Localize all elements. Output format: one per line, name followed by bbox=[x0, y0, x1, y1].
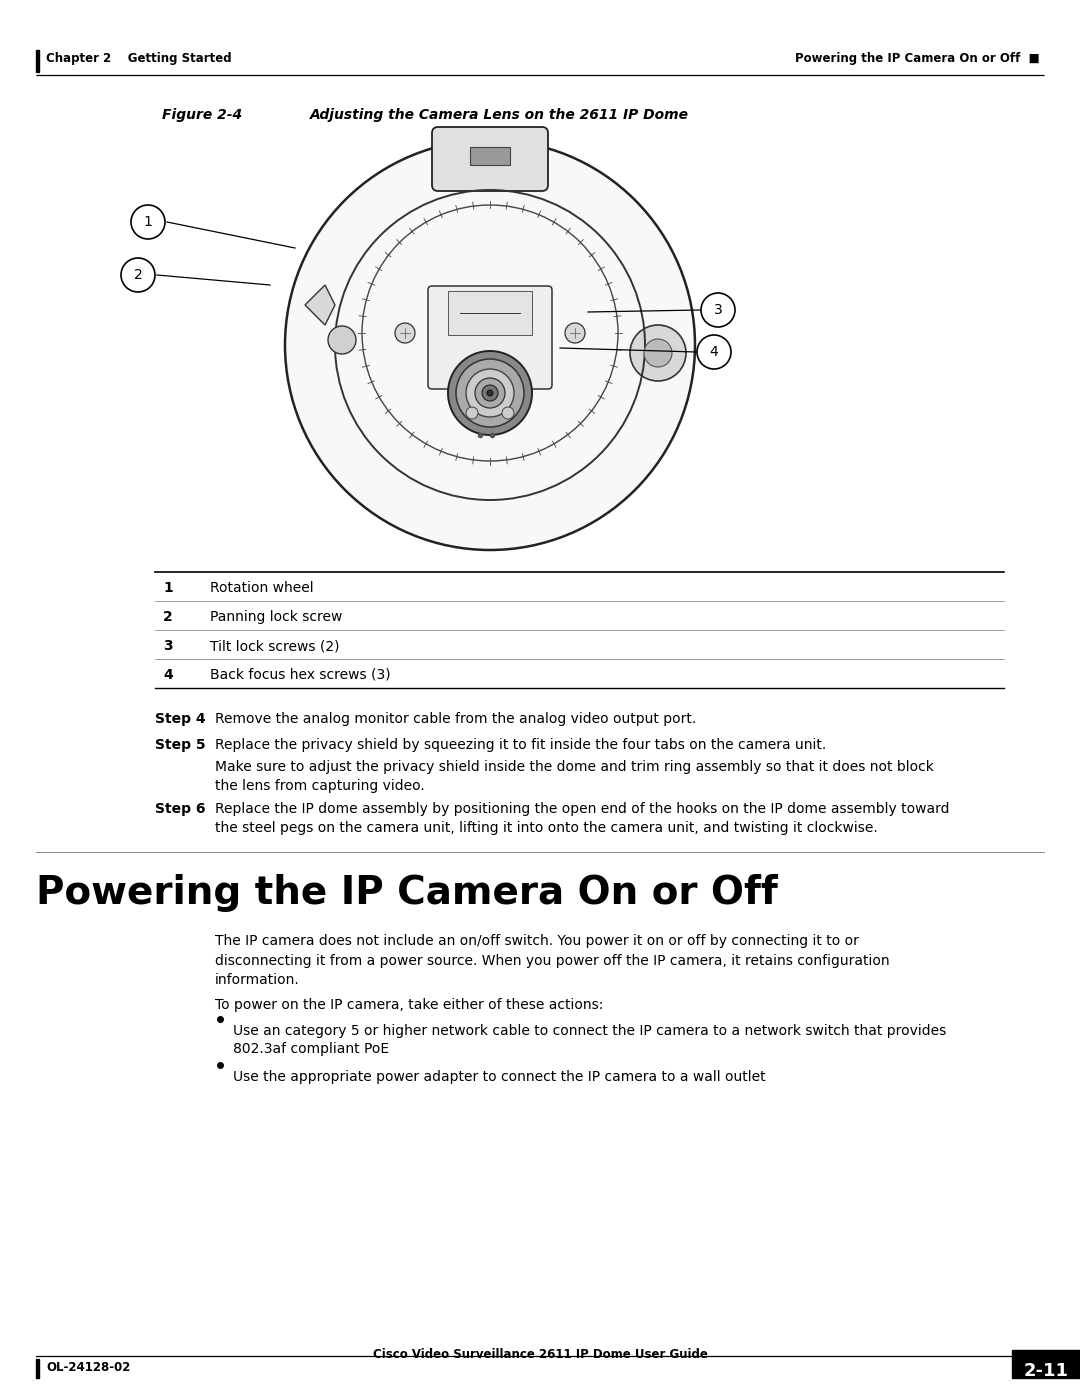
Circle shape bbox=[395, 323, 415, 344]
Bar bbox=[1012, 1350, 1080, 1377]
Text: Tilt lock screws (2): Tilt lock screws (2) bbox=[210, 638, 339, 652]
Text: Use the appropriate power adapter to connect the IP camera to a wall outlet: Use the appropriate power adapter to con… bbox=[233, 1070, 766, 1084]
Circle shape bbox=[131, 205, 165, 239]
Text: Powering the IP Camera On or Off: Powering the IP Camera On or Off bbox=[36, 875, 778, 912]
FancyBboxPatch shape bbox=[428, 286, 552, 388]
Text: 4: 4 bbox=[163, 668, 173, 682]
Text: The IP camera does not include an on/off switch. You power it on or off by conne: The IP camera does not include an on/off… bbox=[215, 935, 890, 988]
Text: Step 6: Step 6 bbox=[156, 802, 205, 816]
Circle shape bbox=[465, 407, 478, 419]
Text: Step 5: Step 5 bbox=[156, 738, 205, 752]
Circle shape bbox=[285, 140, 696, 550]
Text: Remove the analog monitor cable from the analog video output port.: Remove the analog monitor cable from the… bbox=[215, 712, 697, 726]
Bar bbox=[36, 1359, 39, 1377]
Circle shape bbox=[456, 359, 524, 427]
Text: Use an category 5 or higher network cable to connect the IP camera to a network : Use an category 5 or higher network cabl… bbox=[233, 1024, 946, 1038]
Text: 4: 4 bbox=[710, 345, 718, 359]
Text: 2: 2 bbox=[163, 610, 173, 624]
Text: Rotation wheel: Rotation wheel bbox=[210, 581, 313, 595]
Text: Back focus hex screws (3): Back focus hex screws (3) bbox=[210, 668, 391, 682]
Bar bbox=[36, 50, 39, 73]
Text: Chapter 2    Getting Started: Chapter 2 Getting Started bbox=[46, 52, 231, 66]
Text: 2-11: 2-11 bbox=[1024, 1362, 1068, 1380]
Bar bbox=[470, 147, 510, 165]
Circle shape bbox=[565, 323, 585, 344]
Circle shape bbox=[644, 339, 672, 367]
Circle shape bbox=[475, 379, 505, 408]
Text: 1: 1 bbox=[144, 215, 152, 229]
Circle shape bbox=[448, 351, 532, 434]
Text: Figure 2-4: Figure 2-4 bbox=[162, 108, 242, 122]
Text: Step 4: Step 4 bbox=[156, 712, 205, 726]
Text: Make sure to adjust the privacy shield inside the dome and trim ring assembly so: Make sure to adjust the privacy shield i… bbox=[215, 760, 934, 793]
Text: Adjusting the Camera Lens on the 2611 IP Dome: Adjusting the Camera Lens on the 2611 IP… bbox=[310, 108, 689, 122]
Text: Replace the IP dome assembly by positioning the open end of the hooks on the IP : Replace the IP dome assembly by position… bbox=[215, 802, 949, 835]
Text: Replace the privacy shield by squeezing it to fit inside the four tabs on the ca: Replace the privacy shield by squeezing … bbox=[215, 738, 826, 752]
Circle shape bbox=[328, 326, 356, 353]
Text: 3: 3 bbox=[714, 303, 723, 317]
Text: 3: 3 bbox=[163, 638, 173, 652]
Circle shape bbox=[697, 335, 731, 369]
FancyBboxPatch shape bbox=[432, 127, 548, 191]
Circle shape bbox=[630, 326, 686, 381]
Circle shape bbox=[121, 258, 156, 292]
Polygon shape bbox=[305, 285, 335, 326]
Text: 2: 2 bbox=[134, 268, 143, 282]
Text: Panning lock screw: Panning lock screw bbox=[210, 610, 342, 624]
Circle shape bbox=[482, 386, 498, 401]
Text: Powering the IP Camera On or Off  ■: Powering the IP Camera On or Off ■ bbox=[795, 52, 1040, 66]
Text: 802.3af compliant PoE: 802.3af compliant PoE bbox=[233, 1042, 389, 1056]
Bar bbox=[448, 291, 532, 335]
Circle shape bbox=[487, 390, 492, 395]
Text: Cisco Video Surveillance 2611 IP Dome User Guide: Cisco Video Surveillance 2611 IP Dome Us… bbox=[373, 1348, 707, 1361]
Text: 1: 1 bbox=[163, 581, 173, 595]
Circle shape bbox=[701, 293, 735, 327]
Text: OL-24128-02: OL-24128-02 bbox=[46, 1361, 131, 1375]
Circle shape bbox=[502, 407, 514, 419]
Circle shape bbox=[465, 369, 514, 416]
Text: To power on the IP camera, take either of these actions:: To power on the IP camera, take either o… bbox=[215, 997, 604, 1011]
